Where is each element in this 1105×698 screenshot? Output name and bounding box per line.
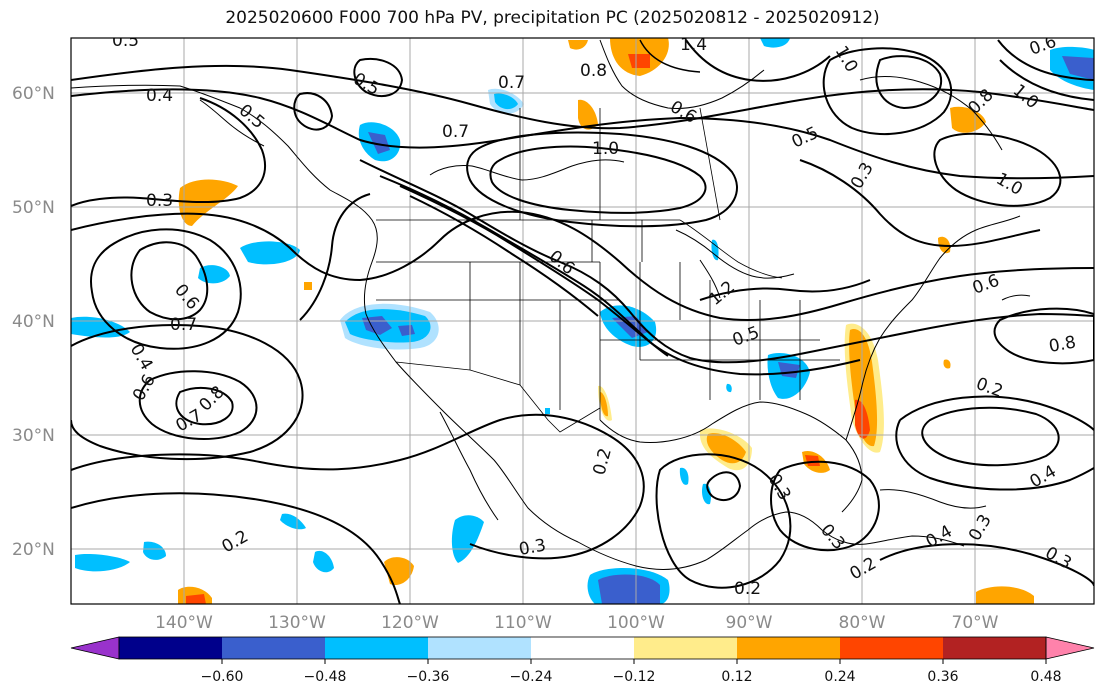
lon-label-110w: 110°W (494, 613, 552, 633)
borders (376, 107, 840, 433)
contour-label: 0.8 (1047, 333, 1077, 357)
longitude-axis: 140°W 130°W 120°W 110°W 100°W 90°W 80°W … (155, 613, 999, 633)
coastlines (71, 39, 1031, 570)
colorbar-segment (943, 637, 1047, 659)
lon-label-70w: 70°W (952, 613, 999, 633)
colorbar-label: −0.24 (510, 669, 553, 685)
contour-label: 0.7 (170, 315, 197, 335)
colorbar-label: −0.36 (407, 669, 450, 685)
contour-label: 0.7 (498, 73, 525, 93)
lon-label-130w: 130°W (268, 613, 326, 633)
colorbar-label: −0.12 (613, 669, 656, 685)
colorbar-segment (428, 637, 532, 659)
colorbar-segment (222, 637, 326, 659)
colorbar-label: 0.48 (1030, 669, 1061, 685)
lon-label-90w: 90°W (726, 613, 773, 633)
colorbar-extend-max (1045, 636, 1095, 660)
lon-label-120w: 120°W (381, 613, 439, 633)
contour-label: 0.2 (734, 579, 761, 599)
colorbar: −0.60 −0.48 −0.36 −0.24 −0.12 0.12 0.24 0.36 0.4… (70, 636, 1095, 685)
lat-label-40n: 40°N (12, 312, 55, 332)
lon-label-80w: 80°W (839, 613, 886, 633)
colorbar-label: 0.24 (824, 669, 855, 685)
contour-label: 0.7 (442, 122, 469, 142)
lat-label-50n: 50°N (12, 198, 55, 218)
map-title: 2025020600 F000 700 hPa PV, precipitatio… (225, 8, 880, 28)
plot-frame (70, 37, 1095, 605)
lon-label-100w: 100°W (607, 613, 665, 633)
precip-shading-negative (71, 38, 1094, 604)
colorbar-segment (840, 637, 944, 659)
contour-label: 1.4 (680, 35, 707, 55)
contour-label: 0.8 (580, 61, 607, 81)
lat-label-20n: 20°N (12, 540, 55, 560)
lat-label-30n: 30°N (12, 426, 55, 446)
colorbar-frame (118, 636, 1047, 660)
lon-label-140w: 140°W (155, 613, 213, 633)
contour-label: 1.0 (592, 139, 619, 159)
colorbar-label: 0.12 (721, 669, 752, 685)
colorbar-label: −0.48 (304, 669, 347, 685)
lat-label-60n: 60°N (12, 84, 55, 104)
colorbar-segment (325, 637, 429, 659)
colorbar-segment (119, 637, 223, 659)
colorbar-extend-min (70, 636, 120, 660)
pv-contours (71, 39, 1094, 604)
contour-label: 0.4 (146, 86, 173, 106)
colorbar-segment (634, 637, 738, 659)
contour-label: 0.3 (146, 191, 173, 211)
contour-label: 0.3 (517, 536, 547, 560)
colorbar-segment (737, 637, 841, 659)
colorbar-segment (531, 637, 635, 659)
contour-label: 0.5 (112, 31, 139, 51)
latitude-axis: 60°N 50°N 40°N 30°N 20°N (12, 84, 55, 560)
colorbar-label: −0.60 (201, 669, 244, 685)
colorbar-label: 0.36 (927, 669, 958, 685)
